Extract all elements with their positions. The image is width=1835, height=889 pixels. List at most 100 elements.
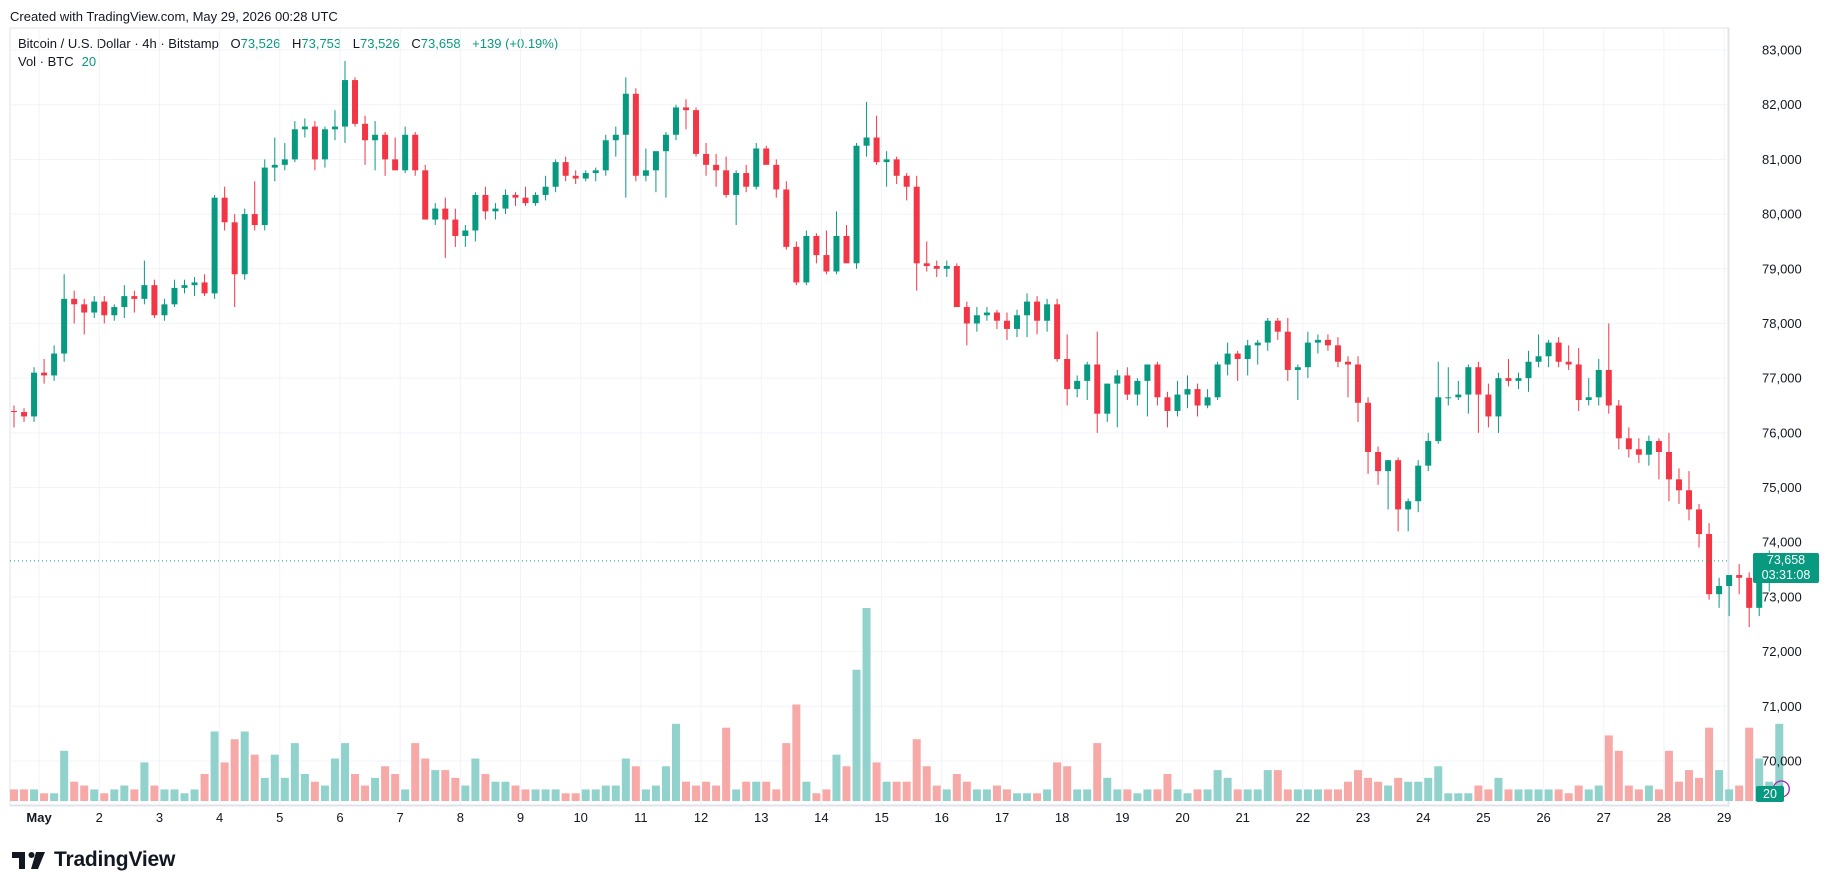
candle-body <box>1555 342 1562 362</box>
volume-bar <box>581 789 590 801</box>
volume-bar <box>1384 785 1393 801</box>
volume-bar <box>1644 785 1653 801</box>
volume-bar <box>611 785 620 801</box>
volume-bar <box>1574 785 1583 801</box>
candle-body <box>141 285 148 299</box>
candle-body <box>552 162 559 187</box>
volume-bar <box>1594 785 1603 801</box>
volume-bar <box>441 770 450 801</box>
volume-bar <box>80 785 89 801</box>
x-tick-label: 23 <box>1356 810 1370 825</box>
volume-label[interactable]: Vol · BTC <box>18 54 74 69</box>
volume-bar <box>541 789 550 801</box>
candle-body <box>562 162 569 176</box>
volume-bar <box>130 789 139 801</box>
volume-bar <box>1283 789 1292 801</box>
candle-body <box>672 107 679 135</box>
volume-bar <box>1464 793 1473 801</box>
volume-bar <box>30 789 39 801</box>
volume-bar <box>1705 727 1714 801</box>
candle-body <box>1034 301 1041 321</box>
volume-bar <box>1313 789 1322 801</box>
volume-bar <box>782 743 791 801</box>
volume-bar <box>1444 793 1453 801</box>
candle-body <box>1054 304 1061 360</box>
tradingview-logo[interactable]: TradingView <box>12 848 175 872</box>
y-tick-label: 72,000 <box>1762 644 1802 659</box>
candle-body <box>883 159 890 163</box>
x-tick-label: 11 <box>634 810 648 825</box>
candle-body <box>1144 364 1151 381</box>
candle-body <box>201 282 208 294</box>
volume-bar <box>120 785 129 801</box>
candle-body <box>1094 364 1101 414</box>
volume-bar <box>1183 793 1192 801</box>
volume-bar <box>50 793 59 801</box>
x-tick-label: 4 <box>216 810 223 825</box>
volume-bar <box>882 781 891 801</box>
candle-body <box>542 186 549 195</box>
y-tick-label: 75,000 <box>1762 480 1802 495</box>
candle-body <box>723 170 730 195</box>
candle-body <box>482 194 489 212</box>
candle-body <box>733 173 740 195</box>
volume-bar <box>461 785 470 801</box>
candle-body <box>1686 490 1693 510</box>
change-value: +139 (+0.19%) <box>472 36 559 51</box>
volume-bar <box>1123 789 1132 801</box>
candle-body <box>873 137 880 163</box>
volume-bar <box>501 781 510 801</box>
candle-body <box>1545 342 1552 357</box>
volume-bar <box>902 781 911 801</box>
candle-body <box>1214 364 1221 398</box>
volume-bar <box>1223 777 1232 801</box>
volume-bar <box>1494 777 1503 801</box>
x-tick-label: 18 <box>1055 810 1069 825</box>
open-label: O <box>230 36 241 51</box>
candle-body <box>81 304 88 313</box>
symbol-title[interactable]: Bitcoin / U.S. Dollar · 4h · Bitstamp <box>18 36 219 51</box>
volume-bar <box>1243 789 1252 801</box>
candle-body <box>823 255 830 272</box>
volume-bar <box>1735 785 1744 801</box>
volume-bar <box>1524 789 1533 801</box>
x-tick-label: 6 <box>336 810 343 825</box>
volume-bar <box>942 789 951 801</box>
candle-body <box>1675 479 1682 491</box>
candle-body <box>321 129 328 160</box>
candle-body <box>1435 397 1442 442</box>
candle-body <box>161 304 168 316</box>
candle-body <box>331 126 338 130</box>
grid-lines <box>9 27 1730 807</box>
volume-bar <box>1624 785 1633 801</box>
candle-body <box>1495 378 1502 417</box>
volume-bar <box>521 789 530 801</box>
volume-bar <box>250 754 259 801</box>
candle-body <box>1124 375 1131 395</box>
volume-bar <box>621 758 630 801</box>
volume-bar <box>60 750 69 801</box>
candle-body <box>1184 389 1191 395</box>
candle-body <box>452 219 459 236</box>
candle-body <box>1746 577 1753 608</box>
volume-bar <box>1273 770 1282 801</box>
volume-bar <box>200 773 209 801</box>
volume-bar <box>511 785 520 801</box>
volume-bar <box>1685 770 1694 801</box>
candle-body <box>1605 369 1612 406</box>
last-volume-badge: 20 <box>1756 786 1784 802</box>
volume-bar <box>1654 789 1663 801</box>
volume-bar <box>1333 789 1342 801</box>
volume-bar <box>762 781 771 801</box>
candle-body <box>572 175 579 179</box>
volume-bar <box>661 766 670 801</box>
candle-body <box>31 372 38 417</box>
candle-body <box>1445 397 1452 399</box>
candle-body <box>863 137 870 146</box>
volume-bar <box>1193 789 1202 801</box>
candle-body <box>713 164 720 171</box>
volume-bar <box>1002 789 1011 801</box>
volume-bar <box>1093 743 1102 801</box>
candle-body <box>1284 331 1291 370</box>
